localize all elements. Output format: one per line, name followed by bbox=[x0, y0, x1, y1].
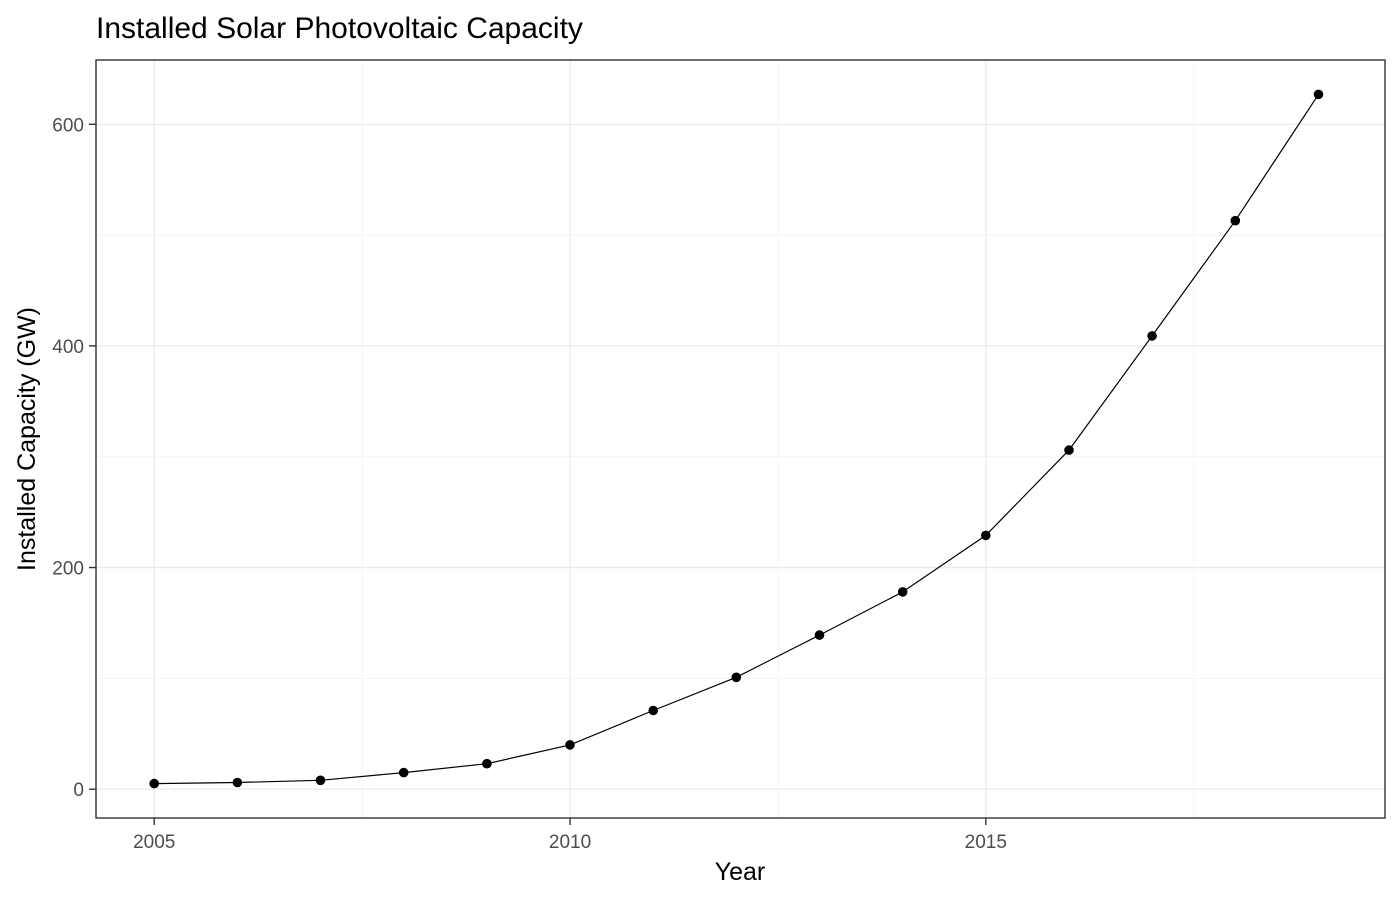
data-point bbox=[1230, 215, 1241, 226]
y-tick-label: 0 bbox=[73, 780, 84, 801]
axis-ticks: 2005 2010 2015 0 200 400 600 bbox=[52, 115, 1007, 853]
data-point bbox=[814, 630, 825, 640]
data-point bbox=[315, 775, 326, 786]
data-point bbox=[731, 672, 742, 683]
x-tick-label: 2010 bbox=[549, 832, 591, 853]
data-point bbox=[232, 777, 243, 788]
data-point bbox=[1064, 445, 1074, 455]
y-tick-label: 200 bbox=[52, 559, 84, 580]
y-tick-label: 600 bbox=[52, 115, 84, 136]
data-point bbox=[565, 740, 575, 750]
chart-title: Installed Solar Photovoltaic Capacity bbox=[96, 12, 583, 45]
data-point bbox=[1313, 89, 1324, 100]
data-point bbox=[1147, 331, 1157, 341]
data-point bbox=[981, 530, 991, 541]
data-point bbox=[897, 587, 908, 597]
x-tick-label: 2015 bbox=[965, 832, 1007, 853]
plot-panel bbox=[95, 59, 1386, 819]
x-tick-label: 2005 bbox=[133, 832, 175, 853]
data-point bbox=[398, 767, 409, 778]
grid bbox=[96, 60, 1385, 818]
data-point bbox=[482, 758, 492, 769]
x-axis-title: Year bbox=[715, 858, 766, 886]
data-point bbox=[648, 705, 658, 716]
data-point bbox=[149, 778, 159, 789]
series-group bbox=[149, 89, 1324, 789]
y-tick-label: 400 bbox=[52, 337, 84, 358]
y-axis-title: Installed Capacity (GW) bbox=[13, 307, 41, 571]
